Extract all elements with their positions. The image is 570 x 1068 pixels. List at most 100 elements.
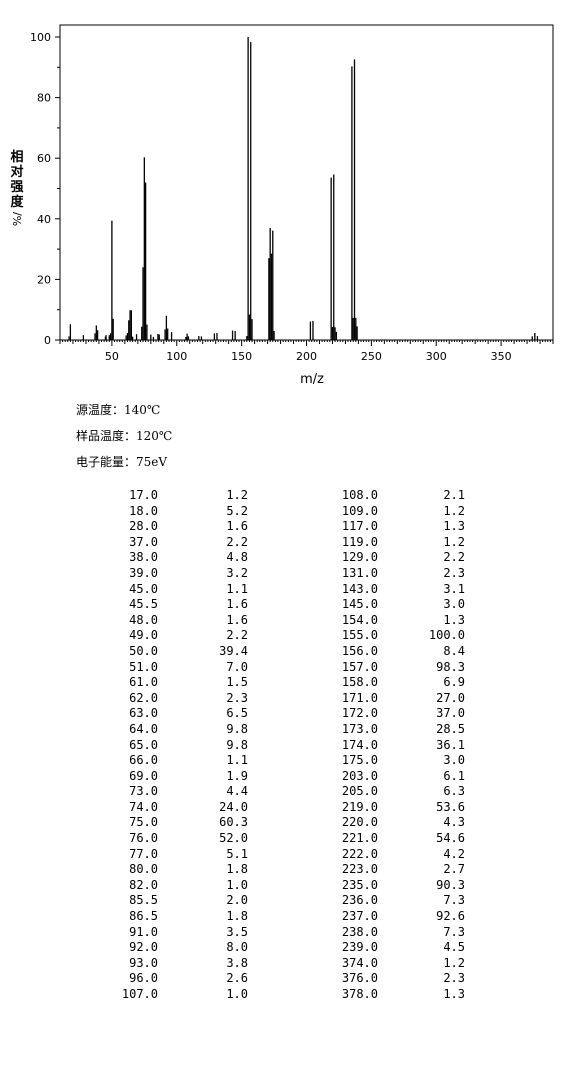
mz-cell: 96.0: [129, 971, 158, 986]
mz-cell: 17.0: [129, 488, 158, 502]
mz-cell: 91.0: [129, 924, 158, 939]
y-tick-label: 0: [44, 334, 51, 347]
intensity-cell: 100.0: [428, 628, 465, 643]
mz-cell: 51.0: [129, 659, 158, 674]
mz-cell: 156.0: [341, 643, 378, 658]
intensity-cell: 1.6: [226, 612, 248, 627]
intensity-cell: 4.4: [226, 784, 248, 799]
mz-cell: 80.0: [129, 862, 158, 877]
mz-cell: 378.0: [341, 987, 378, 1001]
table-row: 69.0 1.9 203.0 6.1: [85, 769, 465, 785]
intensity-cell: 8.4: [443, 643, 465, 658]
intensity-cell: 5.1: [226, 846, 248, 861]
intensity-cell: 5.2: [226, 503, 248, 518]
intensity-cell: 1.2: [443, 503, 465, 518]
intensity-cell: 1.6: [226, 519, 248, 534]
mz-cell: 76.0: [129, 831, 158, 846]
mz-cell: 62.0: [129, 690, 158, 705]
intensity-cell: 28.5: [436, 721, 465, 736]
intensity-cell: 6.5: [226, 706, 248, 721]
mz-cell: 129.0: [341, 550, 378, 565]
mz-cell: 85.5: [129, 893, 158, 908]
intensity-cell: 2.2: [226, 628, 248, 643]
x-tick-label: 200: [296, 350, 317, 363]
table-row: 86.5 1.8 237.0 92.6: [85, 909, 465, 925]
table-row: 49.0 2.2 155.0 100.0: [85, 628, 465, 644]
table-row: 61.0 1.5 158.0 6.9: [85, 675, 465, 691]
y-tick-label: 40: [37, 213, 51, 226]
mz-cell: 203.0: [341, 768, 378, 783]
intensity-cell: 2.3: [226, 690, 248, 705]
mz-cell: 154.0: [341, 612, 378, 627]
intensity-cell: 1.9: [226, 768, 248, 783]
table-row: 51.0 7.0 157.0 98.3: [85, 660, 465, 676]
intensity-cell: 4.5: [443, 940, 465, 955]
mz-cell: 158.0: [341, 675, 378, 690]
y-axis: 0 20 40 60 80 100: [30, 31, 60, 347]
intensity-cell: 4.8: [226, 550, 248, 565]
y-axis-label: 相对强度 %/: [6, 150, 28, 230]
intensity-cell: 53.6: [436, 799, 465, 814]
mz-cell: 236.0: [341, 893, 378, 908]
table-row: 45.0 1.1 143.0 3.1: [85, 582, 465, 598]
plot-frame: [59, 24, 554, 341]
intensity-cell: 3.0: [443, 597, 465, 612]
mz-cell: 239.0: [341, 940, 378, 955]
intensity-cell: 1.3: [443, 987, 465, 1001]
intensity-cell: 2.1: [443, 488, 465, 502]
table-row: 65.0 9.8 174.0 36.1: [85, 738, 465, 754]
mz-cell: 117.0: [341, 519, 378, 534]
mz-cell: 49.0: [129, 628, 158, 643]
peak-table: 17.0 1.2 108.0 2.1 18.0 5.2 109.0 1.2 28.0 1.6 117…: [85, 488, 465, 1003]
mz-cell: 63.0: [129, 706, 158, 721]
x-tick-label: 300: [426, 350, 447, 363]
intensity-cell: 1.2: [443, 955, 465, 970]
table-row: 74.0 24.0 219.0 53.6: [85, 800, 465, 816]
x-tick-label: 250: [361, 350, 382, 363]
intensity-cell: 9.8: [226, 737, 248, 752]
intensity-cell: 3.1: [443, 581, 465, 596]
mz-cell: 119.0: [341, 534, 378, 549]
mz-cell: 39.0: [129, 565, 158, 580]
intensity-cell: 9.8: [226, 721, 248, 736]
mz-cell: 37.0: [129, 534, 158, 549]
intensity-cell: 1.8: [226, 862, 248, 877]
table-row: 45.5 1.6 145.0 3.0: [85, 597, 465, 613]
table-row: 62.0 2.3 171.0 27.0: [85, 691, 465, 707]
y-tick-label: 60: [37, 152, 51, 165]
intensity-cell: 8.0: [226, 940, 248, 955]
intensity-cell: 24.0: [219, 799, 248, 814]
mz-cell: 77.0: [129, 846, 158, 861]
intensity-cell: 1.3: [443, 519, 465, 534]
table-row: 48.0 1.6 154.0 1.3: [85, 613, 465, 629]
table-row: 17.0 1.2 108.0 2.1: [85, 488, 465, 504]
x-axis: 50 100 150 200 250 300 350: [59, 340, 554, 363]
table-row: 18.0 5.2 109.0 1.2: [85, 504, 465, 520]
mz-cell: 238.0: [341, 924, 378, 939]
table-row: 63.0 6.5 172.0 37.0: [85, 706, 465, 722]
intensity-cell: 1.2: [443, 534, 465, 549]
intensity-cell: 6.9: [443, 675, 465, 690]
mz-cell: 237.0: [341, 909, 378, 924]
table-row: 85.5 2.0 236.0 7.3: [85, 893, 465, 909]
intensity-cell: 3.2: [226, 565, 248, 580]
intensity-cell: 1.0: [226, 877, 248, 892]
table-row: 91.0 3.5 238.0 7.3: [85, 925, 465, 941]
intensity-cell: 3.0: [443, 753, 465, 768]
mz-cell: 171.0: [341, 690, 378, 705]
mz-cell: 220.0: [341, 815, 378, 830]
intensity-cell: 1.1: [226, 753, 248, 768]
mz-cell: 28.0: [129, 519, 158, 534]
intensity-cell: 2.3: [443, 971, 465, 986]
table-row: 107.0 1.0 378.0 1.3: [85, 987, 465, 1003]
y-axis-label-unit: %/: [10, 212, 24, 227]
intensity-cell: 6.1: [443, 768, 465, 783]
intensity-cell: 2.0: [226, 893, 248, 908]
intensity-cell: 60.3: [219, 815, 248, 830]
mz-cell: 374.0: [341, 955, 378, 970]
mz-cell: 219.0: [341, 799, 378, 814]
mz-cell: 86.5: [129, 909, 158, 924]
table-row: 38.0 4.8 129.0 2.2: [85, 550, 465, 566]
mz-cell: 66.0: [129, 753, 158, 768]
table-row: 96.0 2.6 376.0 2.3: [85, 971, 465, 987]
